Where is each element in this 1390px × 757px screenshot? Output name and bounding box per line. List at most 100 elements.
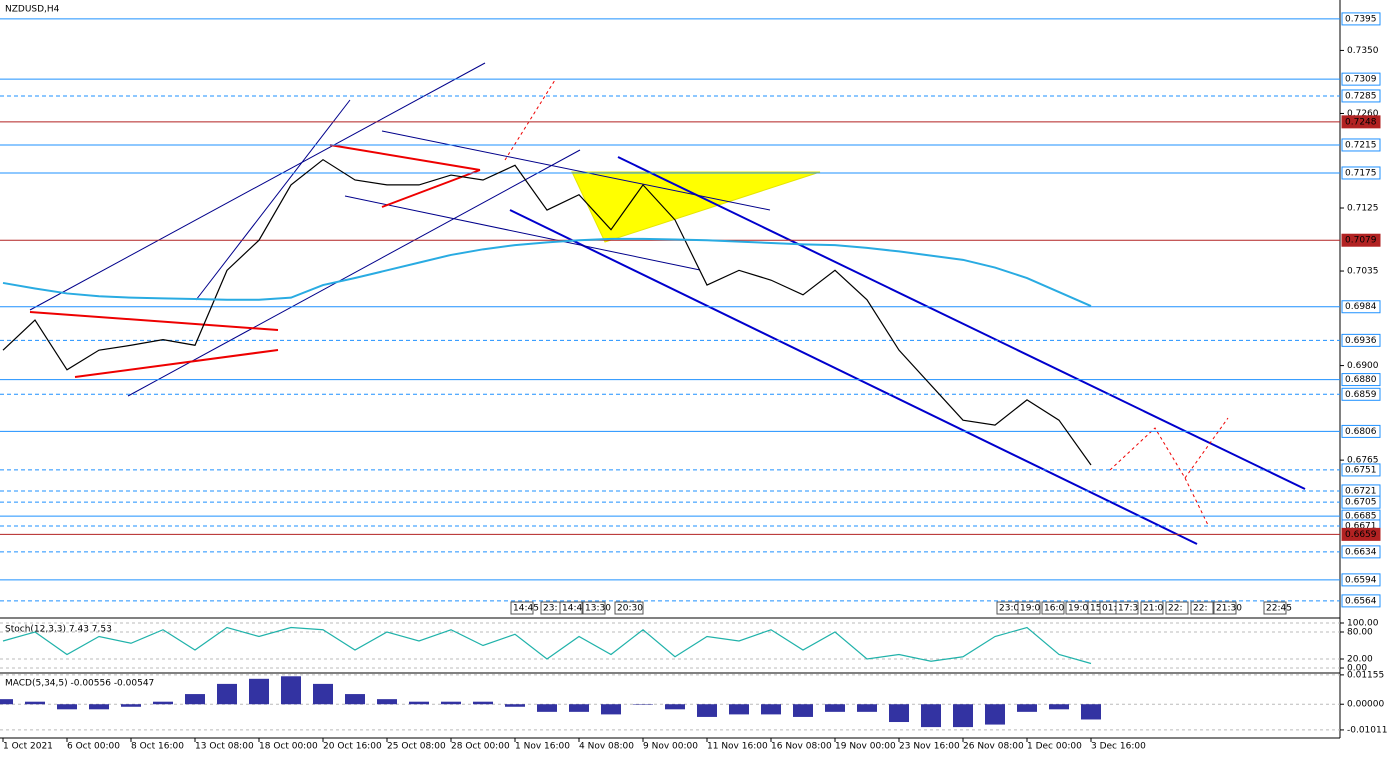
time-marker-box: [614, 601, 644, 615]
y-tick-label: 0.6900: [1347, 361, 1379, 371]
level-box: [1341, 424, 1381, 438]
macd-bar: [25, 701, 45, 705]
level-label: 0.7285: [1345, 91, 1377, 101]
level-box: [1341, 573, 1381, 587]
time-marker-box: [1140, 601, 1164, 615]
x-tick-label: 11 Nov 16:00: [707, 742, 768, 752]
y-tick-label: 0.7350: [1347, 46, 1379, 56]
level-label: 0.6936: [1345, 336, 1377, 346]
chart-title: NZDUSD,H4: [5, 5, 60, 15]
triangle: [571, 171, 821, 243]
time-marker: 23:0: [999, 604, 1019, 614]
level-label: 0.6671: [1345, 521, 1377, 531]
macd-bar: [793, 704, 813, 717]
projection: [1184, 417, 1229, 479]
x-tick-label: 1 Dec 00:00: [1027, 742, 1082, 752]
macd-bar: [953, 704, 973, 728]
macd-bar: [633, 704, 653, 705]
level-box: [1341, 115, 1381, 129]
x-tick-label: 18 Oct 00:00: [259, 742, 318, 752]
channel-bottom: [509, 209, 1198, 545]
y-tick-label: 0.7260: [1347, 109, 1379, 119]
y-tick-label: 0.7035: [1347, 267, 1379, 277]
level-label: 0.6685: [1345, 512, 1377, 522]
level-label: 0.7248: [1345, 117, 1377, 127]
level-box: [1341, 463, 1381, 477]
time-marker-box: [1263, 601, 1287, 615]
macd-bar: [825, 704, 845, 712]
macd-bar: [1017, 704, 1037, 712]
x-tick-label: 8 Oct 16:00: [131, 742, 184, 752]
y-tick-label: 0.7125: [1347, 204, 1379, 214]
macd-bar: [185, 694, 205, 705]
y-tick-label: 100.00: [1347, 619, 1379, 629]
macd-bar: [1081, 704, 1101, 720]
y-tick-label: 0.00: [1347, 664, 1367, 674]
level-box: [1341, 527, 1381, 541]
macd-bar: [729, 704, 749, 715]
macd-bar: [377, 699, 397, 705]
flag: [381, 169, 481, 208]
macd-bar: [345, 694, 365, 705]
macd-bar: [761, 704, 781, 715]
macd-bar: [441, 701, 461, 705]
time-marker-box: [1017, 601, 1041, 615]
macd-bar: [89, 704, 109, 710]
level-label: 0.7215: [1345, 140, 1377, 150]
flag: [329, 144, 481, 171]
time-marker: 17:3: [1118, 604, 1138, 614]
macd-bar: [249, 678, 269, 705]
trend-line: [381, 130, 771, 211]
x-tick-label: 1 Oct 2021: [3, 742, 53, 752]
time-marker: 16:0: [1044, 604, 1064, 614]
time-marker-box: [1041, 601, 1065, 615]
projection: [1109, 427, 1209, 526]
time-marker: 23:: [543, 604, 557, 614]
macd-title: MACD(5,34,5) -0.00556 -0.00547: [5, 679, 154, 689]
macd-bar: [985, 704, 1005, 725]
level-box: [1341, 138, 1381, 152]
level-label: 0.6634: [1345, 547, 1377, 557]
time-marker: 22:: [1193, 604, 1207, 614]
time-marker-box: [1165, 601, 1189, 615]
time-marker: 21:30: [1216, 604, 1242, 614]
y-tick-label: 0.6765: [1347, 456, 1379, 466]
macd-bar: [857, 704, 877, 712]
trend-line: [29, 62, 486, 311]
time-marker-box: [510, 601, 534, 615]
y-tick-label: 0.00000: [1347, 700, 1384, 710]
macd-bar: [537, 704, 557, 712]
level-label: 0.6880: [1345, 375, 1377, 385]
stoch-title: Stoch(12,3,3) 7.43 7.53: [5, 625, 112, 635]
level-box: [1341, 89, 1381, 103]
x-tick-label: 16 Nov 08:00: [771, 742, 832, 752]
time-marker: 22:45: [1266, 604, 1292, 614]
wedge: [74, 349, 279, 378]
time-marker: 21:0: [1143, 604, 1163, 614]
level-box: [1341, 300, 1381, 314]
level-label: 0.7309: [1345, 75, 1377, 85]
level-label: 0.6659: [1345, 530, 1377, 540]
macd-bar: [569, 704, 589, 712]
drawings: [29, 62, 1306, 545]
trend-line: [344, 195, 701, 271]
series-line: [2, 626, 1092, 665]
y-tick-label: -0.01011: [1347, 725, 1387, 735]
channel-top: [617, 156, 1306, 490]
macd-bar: [153, 701, 173, 705]
time-marker-box: [559, 601, 583, 615]
macd-bar: [921, 704, 941, 728]
level-box: [1341, 72, 1381, 86]
level-box: [1341, 495, 1381, 509]
macd-bar: [217, 683, 237, 705]
level-box: [1341, 594, 1381, 608]
macd-bar: [57, 704, 77, 710]
projection: [504, 79, 556, 161]
trend-line: [195, 99, 351, 301]
y-tick-label: 20.00: [1347, 655, 1373, 665]
x-tick-label: 20 Oct 16:00: [323, 742, 382, 752]
level-label: 0.6859: [1345, 390, 1377, 400]
time-marker: 14:45: [513, 604, 539, 614]
